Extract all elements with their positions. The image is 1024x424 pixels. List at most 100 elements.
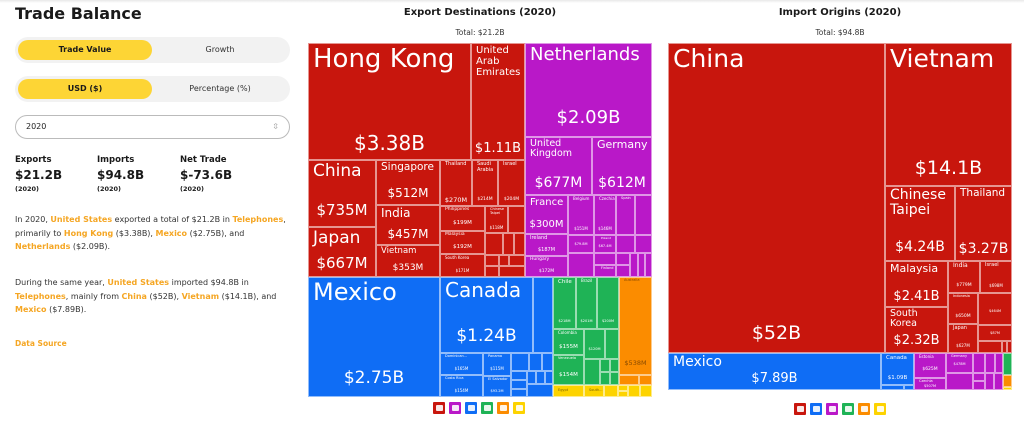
treemap-cell-oceania-small[interactable] xyxy=(1003,375,1012,387)
treemap-cell-belgium[interactable]: Belgium $151M xyxy=(568,195,594,235)
treemap-cell-europe-small[interactable] xyxy=(616,265,630,277)
treemap-cell-vietnam[interactable]: Vietnam $14.1B xyxy=(885,43,1012,186)
treemap-cell-south-korea[interactable]: South Korea $2.32B xyxy=(885,307,948,353)
treemap-cell-asia-small[interactable] xyxy=(485,233,503,255)
treemap-cell-europe-small[interactable] xyxy=(630,253,638,277)
toggle-usd[interactable]: USD ($) xyxy=(18,79,152,99)
treemap-cell-south-korea[interactable]: South Korea $171M xyxy=(440,254,485,277)
treemap-cell-china[interactable]: China $52B xyxy=(668,43,885,353)
treemap-cell-na-small[interactable] xyxy=(511,380,527,389)
product-link[interactable]: Telephones xyxy=(15,291,66,301)
toggle-percentage[interactable]: Percentage (%) xyxy=(189,84,251,93)
treemap-cell-sa-small[interactable] xyxy=(605,329,619,359)
treemap-cell-africa-small[interactable] xyxy=(618,391,628,397)
treemap-cell-africa-small[interactable] xyxy=(1003,387,1012,390)
treemap-cell-panama[interactable]: Panama $115M xyxy=(483,353,511,376)
treemap-cell-sa-small[interactable] xyxy=(600,359,610,372)
oceania-icon[interactable] xyxy=(858,403,870,415)
treemap-cell-japan[interactable]: Japan $667M xyxy=(308,227,376,277)
treemap-cell-europe-small[interactable] xyxy=(568,253,594,277)
treemap-cell-venezuela[interactable]: Venezuela $154M xyxy=(553,355,584,385)
treemap-cell-asia-small[interactable] xyxy=(978,341,1002,353)
treemap-cell-asia-small[interactable] xyxy=(499,266,525,277)
treemap-cell-na-small[interactable] xyxy=(511,353,529,371)
treemap-cell-sa-small[interactable]: $120M xyxy=(584,329,605,359)
toggle-growth[interactable]: Growth xyxy=(205,45,235,54)
treemap-cell-chinese-taipei[interactable]: Chinese Taipei $118M xyxy=(485,206,508,233)
data-source-link[interactable]: Data Source xyxy=(15,339,67,348)
treemap-cell-czechia[interactable]: Czechia $507M xyxy=(914,378,946,390)
origin-link[interactable]: Vietnam xyxy=(181,291,220,301)
treemap-cell-asia-small[interactable] xyxy=(485,255,499,266)
treemap-cell-asia-small[interactable]: $464M xyxy=(978,293,1012,325)
treemap-cell-europe-small[interactable] xyxy=(995,353,1003,373)
treemap-cell-germany[interactable]: Germany $478M xyxy=(946,353,973,373)
treemap-cell-singapore[interactable]: Singapore $512M xyxy=(376,160,440,205)
treemap-cell-europe-small[interactable] xyxy=(635,235,652,253)
treemap-cell-czechia[interactable]: Czechia $146M xyxy=(594,195,616,235)
treemap-cell-oceania-small[interactable] xyxy=(619,375,639,385)
treemap-cell-poland[interactable]: Poland $67.4M xyxy=(594,235,616,253)
treemap-cell-india[interactable]: India $457M xyxy=(376,205,440,245)
africa-icon[interactable] xyxy=(874,403,886,415)
treemap-cell-estonia[interactable]: Estonia $625M xyxy=(914,353,946,378)
north-america-icon[interactable] xyxy=(465,402,477,414)
treemap-cell-ireland[interactable]: Ireland $187M xyxy=(525,234,568,256)
treemap-cell-asia-small[interactable] xyxy=(499,255,509,266)
treemap-cell-na-small[interactable] xyxy=(536,371,545,384)
treemap-cell-europe-small[interactable] xyxy=(973,381,985,390)
treemap-cell-india[interactable]: India $779M xyxy=(948,261,980,293)
treemap-cell-na-small[interactable] xyxy=(542,353,553,371)
treemap-cell-na-small[interactable] xyxy=(904,385,914,390)
treemap-cell-sa-small[interactable] xyxy=(584,359,600,385)
treemap-cell-france[interactable]: France $300M xyxy=(525,195,568,234)
destination-link[interactable]: Mexico xyxy=(155,228,188,238)
treemap-cell-na-small[interactable] xyxy=(529,353,542,371)
treemap-cell-japan[interactable]: Japan $627M xyxy=(948,324,978,353)
oceania-icon[interactable] xyxy=(497,402,509,414)
treemap-cell-na-small[interactable] xyxy=(527,371,536,384)
treemap-cell-asia-small[interactable] xyxy=(485,266,499,277)
treemap-cell-europe-small[interactable] xyxy=(985,373,994,390)
treemap-cell-israel[interactable]: Israel $698M xyxy=(980,261,1012,293)
treemap-cell-europe-small[interactable] xyxy=(594,253,616,265)
treemap-cell-costa-rica[interactable]: Costa Rica $154M xyxy=(440,375,483,397)
treemap-cell-indonesia[interactable]: Indonesia $650M xyxy=(948,293,978,324)
asia-icon[interactable] xyxy=(433,402,445,414)
treemap-cell-mexico[interactable]: Mexico $7.89B xyxy=(668,353,881,390)
treemap-cell-na-small[interactable] xyxy=(881,385,904,390)
treemap-cell-china[interactable]: China $735M xyxy=(308,160,376,227)
treemap-cell-asia-small[interactable]: $87M xyxy=(978,325,1012,341)
treemap-cell-europe-small[interactable] xyxy=(616,253,630,265)
treemap-cell-vietnam[interactable]: Vietnam $353M xyxy=(376,245,440,277)
europe-icon[interactable] xyxy=(449,402,461,414)
treemap-cell-na-small[interactable] xyxy=(511,371,527,380)
treemap-cell-sa-small[interactable] xyxy=(610,359,619,372)
treemap-cell-europe-small[interactable] xyxy=(973,373,985,381)
treemap-cell-asia-small[interactable] xyxy=(509,255,525,266)
treemap-cell-hong-kong[interactable]: Hong Kong $3.38B xyxy=(308,43,471,160)
treemap-cell-europe-small[interactable] xyxy=(973,353,985,373)
treemap-cell-europe-small[interactable] xyxy=(985,353,995,373)
south-america-icon[interactable] xyxy=(481,402,493,414)
treemap-cell-europe-small[interactable] xyxy=(638,253,645,277)
treemap-cell-europe-small[interactable] xyxy=(946,373,973,390)
treemap-cell-brazil[interactable]: Brazil $201M xyxy=(576,277,597,329)
treemap-cell-malaysia[interactable]: Malaysia $192M xyxy=(440,231,485,254)
treemap-cell-saudi-arabia[interactable]: Saudi Arabia $214M xyxy=(472,160,498,206)
origin-link[interactable]: Mexico xyxy=(15,305,47,314)
south-america-icon[interactable] xyxy=(842,403,854,415)
treemap-cell-south-africa[interactable]: South... xyxy=(584,385,604,397)
treemap-cell-mexico[interactable]: Mexico $2.75B xyxy=(308,277,440,397)
treemap-cell-colombia[interactable]: Colombia $155M xyxy=(553,329,584,355)
treemap-cell-europe-small[interactable] xyxy=(635,195,652,235)
treemap-cell-dominican[interactable]: Dominican... $165M xyxy=(440,353,483,375)
year-select[interactable]: 2020 ⇳ xyxy=(15,115,290,139)
treemap-cell-sa-small[interactable] xyxy=(600,372,610,385)
africa-icon[interactable] xyxy=(513,402,525,414)
treemap-cell-canada[interactable]: Canada $1.24B xyxy=(440,277,533,353)
treemap-cell-philippines[interactable]: Philippines $199M xyxy=(440,206,485,231)
asia-icon[interactable] xyxy=(794,403,806,415)
country-link[interactable]: United States xyxy=(107,278,170,287)
treemap-cell-hungary[interactable]: Hungary $172M xyxy=(525,256,568,277)
